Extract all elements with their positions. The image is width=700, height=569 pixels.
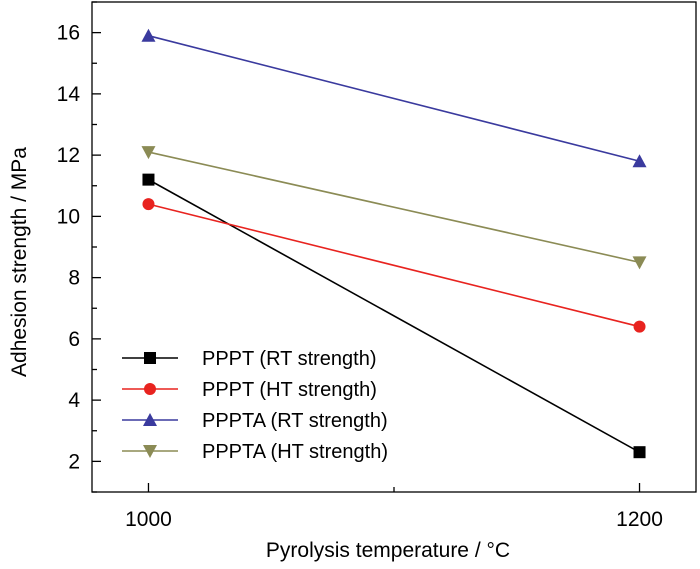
series-line	[148, 151, 640, 264]
y-tick-label: 4	[68, 389, 80, 412]
legend-item: PPPT (RT strength)	[122, 348, 377, 370]
legend-label: PPPT (RT strength)	[202, 348, 377, 370]
data-point	[142, 198, 155, 211]
y-tick-label: 16	[57, 22, 80, 45]
legend-marker	[144, 383, 156, 395]
data-point	[633, 320, 646, 333]
data-point	[632, 154, 647, 168]
x-axis-title-text: Pyrolysis temperature /	[266, 539, 487, 562]
legend-marker	[144, 352, 156, 364]
legend-item: PPPTA (HT strength)	[122, 441, 388, 463]
x-axis-title-unit: °C	[487, 539, 511, 562]
data-point	[632, 256, 647, 270]
legend-marker	[143, 445, 157, 458]
series-1	[142, 198, 646, 333]
legend: PPPT (RT strength) PPPT (HT strength) PPPT…	[122, 348, 388, 463]
legend-item: PPPTA (RT strength)	[122, 410, 388, 432]
y-tick-label: 6	[68, 328, 80, 351]
y-tick-label: 12	[57, 144, 80, 167]
y-tick-label: 14	[57, 83, 81, 106]
x-tick-label: 1200	[616, 508, 663, 531]
data-point	[142, 173, 155, 186]
axes: 2 4 6 8 10 12 14 16 1000 1200	[57, 1, 663, 531]
series-2	[141, 28, 647, 168]
data-point	[141, 28, 156, 42]
y-axis-title: Adhesion strength / MPa	[8, 147, 31, 377]
legend-marker	[143, 413, 157, 426]
series-3	[141, 146, 647, 270]
y-tick-label: 2	[68, 450, 80, 473]
legend-label: PPPTA (HT strength)	[202, 441, 388, 463]
y-tick-label: 8	[68, 267, 80, 290]
data-point	[141, 146, 156, 160]
legend-item: PPPT (HT strength)	[122, 379, 377, 401]
series-line	[148, 34, 640, 163]
plot-frame	[91, 1, 697, 493]
legend-label: PPPTA (RT strength)	[202, 410, 388, 432]
y-tick-label: 10	[57, 205, 80, 228]
x-axis-title: Pyrolysis temperature / °C	[266, 539, 510, 562]
legend-label: PPPT (HT strength)	[202, 379, 377, 401]
data-point	[633, 446, 646, 459]
x-tick-label: 1000	[125, 508, 172, 531]
series-layer	[141, 28, 647, 459]
series-line	[148, 203, 640, 328]
